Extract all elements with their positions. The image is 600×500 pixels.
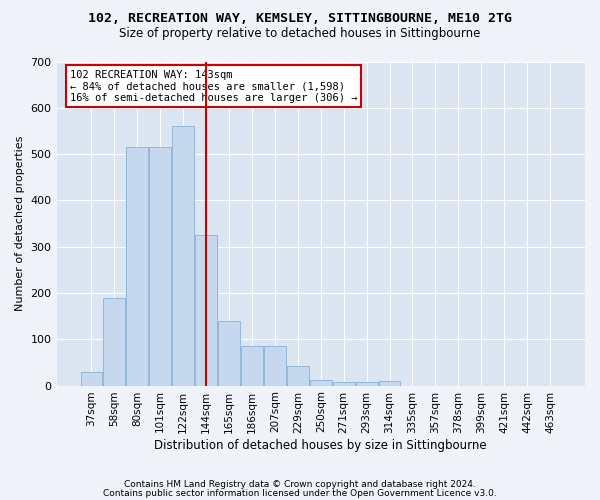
Text: Contains public sector information licensed under the Open Government Licence v3: Contains public sector information licen… <box>103 488 497 498</box>
Bar <box>80 372 103 386</box>
Bar <box>356 382 377 386</box>
Y-axis label: Number of detached properties: Number of detached properties <box>15 136 25 311</box>
Text: Size of property relative to detached houses in Sittingbourne: Size of property relative to detached ho… <box>119 28 481 40</box>
Text: 102 RECREATION WAY: 143sqm
← 84% of detached houses are smaller (1,598)
16% of s: 102 RECREATION WAY: 143sqm ← 84% of deta… <box>70 70 357 103</box>
Bar <box>264 346 286 386</box>
Bar <box>127 147 148 386</box>
Bar <box>218 321 240 386</box>
Bar <box>310 380 332 386</box>
Bar <box>149 147 171 386</box>
Bar <box>195 235 217 386</box>
Bar <box>172 126 194 386</box>
Bar <box>379 381 400 386</box>
Text: Contains HM Land Registry data © Crown copyright and database right 2024.: Contains HM Land Registry data © Crown c… <box>124 480 476 489</box>
X-axis label: Distribution of detached houses by size in Sittingbourne: Distribution of detached houses by size … <box>154 440 487 452</box>
Bar <box>287 366 309 386</box>
Bar <box>241 346 263 386</box>
Text: 102, RECREATION WAY, KEMSLEY, SITTINGBOURNE, ME10 2TG: 102, RECREATION WAY, KEMSLEY, SITTINGBOU… <box>88 12 512 26</box>
Bar <box>103 298 125 386</box>
Bar <box>333 382 355 386</box>
